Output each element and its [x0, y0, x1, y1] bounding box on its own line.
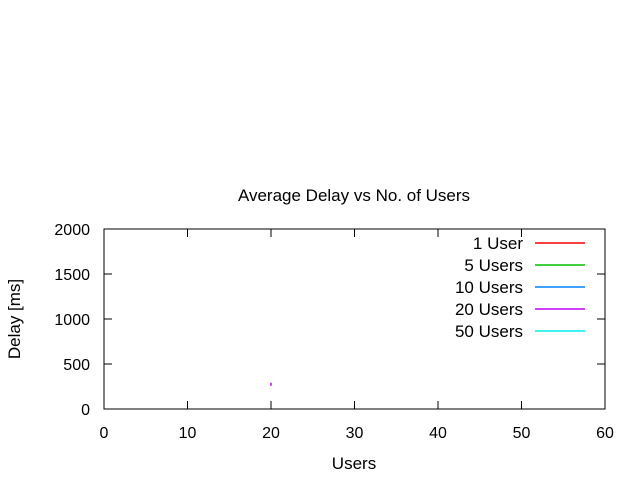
y-tick-label: 2000 — [54, 222, 90, 239]
legend-label: 1 User — [473, 234, 523, 253]
axis-ticks: 0 10 20 30 40 50 60 0 500 1000 1500 2000 — [54, 222, 614, 442]
x-axis-label: Users — [332, 454, 376, 473]
x-tick-label: 60 — [596, 425, 614, 442]
y-axis-label: Delay [ms] — [5, 279, 24, 359]
legend-label: 10 Users — [455, 278, 523, 297]
x-tick-label: 10 — [179, 425, 197, 442]
y-tick-label: 500 — [63, 357, 90, 374]
x-tick-label: 0 — [100, 425, 109, 442]
legend-label: 50 Users — [455, 322, 523, 341]
y-tick-label: 0 — [81, 402, 90, 419]
legend-label: 5 Users — [464, 256, 523, 275]
chart-title: Average Delay vs No. of Users — [238, 186, 470, 205]
x-tick-label: 50 — [513, 425, 531, 442]
y-tick-label: 1000 — [54, 312, 90, 329]
x-tick-label: 40 — [429, 425, 447, 442]
legend: 1 User 5 Users 10 Users 20 Users 50 Users — [455, 234, 585, 341]
y-tick-label: 1500 — [54, 267, 90, 284]
x-tick-label: 30 — [346, 425, 364, 442]
legend-label: 20 Users — [455, 300, 523, 319]
x-tick-label: 20 — [262, 425, 280, 442]
plot-area-border — [103, 228, 606, 410]
